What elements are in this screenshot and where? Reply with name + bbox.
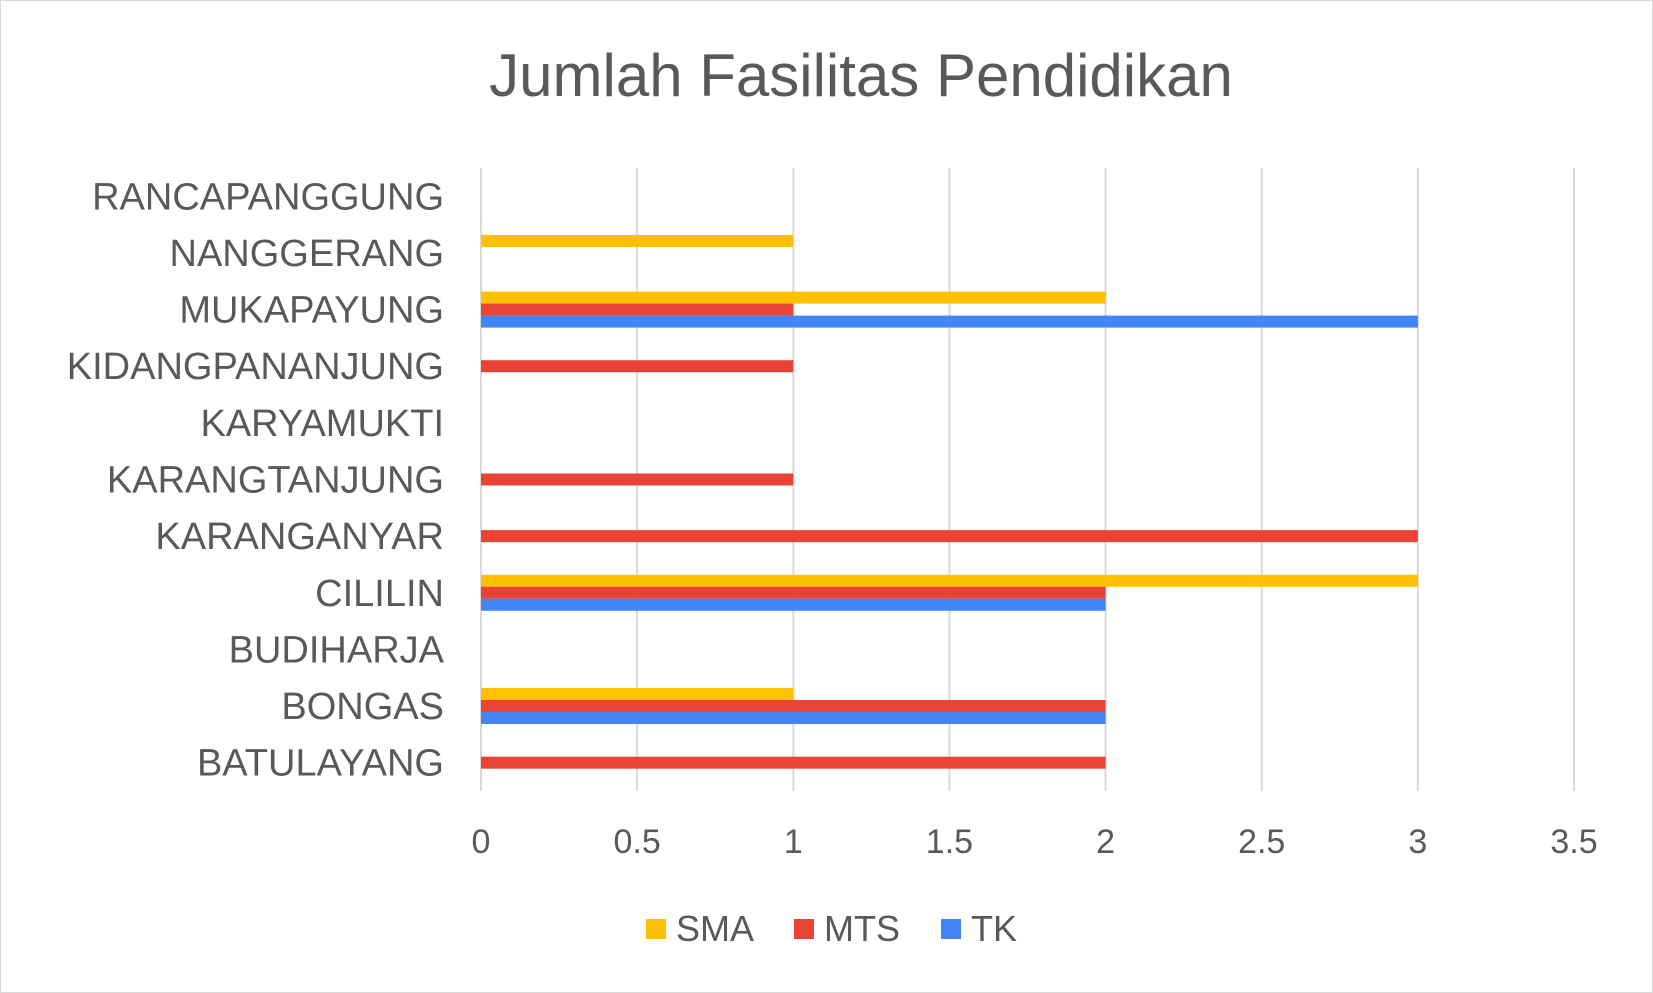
legend-label-tk: TK — [971, 908, 1017, 949]
bar-mts-cililin — [481, 586, 1106, 599]
x-tick-label: 2.5 — [1238, 823, 1285, 861]
bar-tk-cililin — [481, 598, 1106, 611]
category-label: KARYAMUKTI — [200, 403, 444, 445]
category-label: KIDANGPANANJUNG — [67, 346, 444, 388]
legend-swatch-mts — [794, 919, 814, 939]
bar-mts-batulayang — [481, 756, 1106, 769]
bar-sma-bongas — [481, 688, 794, 701]
category-label: KARANGTANJUNG — [107, 460, 444, 502]
x-tick-label: 3 — [1408, 823, 1427, 861]
bars — [481, 234, 1418, 769]
category-labels: BATULAYANG BONGAS BUDIHARJA CILILIN KARANGAN… — [67, 176, 445, 784]
category-label: RANCAPANGGUNG — [92, 176, 444, 218]
legend-swatch-tk — [941, 919, 961, 939]
x-tick-label: 0 — [472, 823, 491, 861]
category-label: BATULAYANG — [197, 743, 444, 785]
legend-label-mts: MTS — [824, 908, 900, 949]
legend-swatch-sma — [646, 919, 666, 939]
bar-mts-mukapayung — [481, 303, 794, 316]
category-label: CILILIN — [315, 573, 444, 615]
x-tick-label: 1.5 — [926, 823, 973, 861]
legend: SMA MTS TK — [646, 908, 1017, 949]
bar-mts-karanganyar — [481, 530, 1418, 543]
x-tick-label: 3.5 — [1550, 823, 1597, 861]
x-tick-label: 2 — [1096, 823, 1115, 861]
chart-title: Jumlah Fasilitas Pendidikan — [489, 42, 1233, 109]
bar-mts-karangtanjung — [481, 473, 794, 486]
bar-sma-cililin — [481, 574, 1418, 587]
bar-mts-kidangpananjung — [481, 360, 794, 373]
category-label: KARANGANYAR — [155, 516, 444, 558]
bar-sma-nanggerang — [481, 234, 794, 247]
x-tick-label: 0.5 — [614, 823, 661, 861]
category-label: BUDIHARJA — [229, 629, 445, 671]
x-tick-label: 1 — [784, 823, 803, 861]
category-label: NANGGERANG — [170, 233, 444, 275]
bar-tk-mukapayung — [481, 315, 1418, 328]
legend-label-sma: SMA — [676, 908, 754, 949]
x-tick-labels: 0 0.5 1 1.5 2 2.5 3 3.5 — [472, 823, 1598, 861]
bar-sma-mukapayung — [481, 291, 1106, 304]
bar-tk-bongas — [481, 712, 1106, 725]
category-label: MUKAPAYUNG — [179, 290, 444, 332]
category-label: BONGAS — [281, 686, 444, 728]
bar-mts-bongas — [481, 700, 1106, 713]
